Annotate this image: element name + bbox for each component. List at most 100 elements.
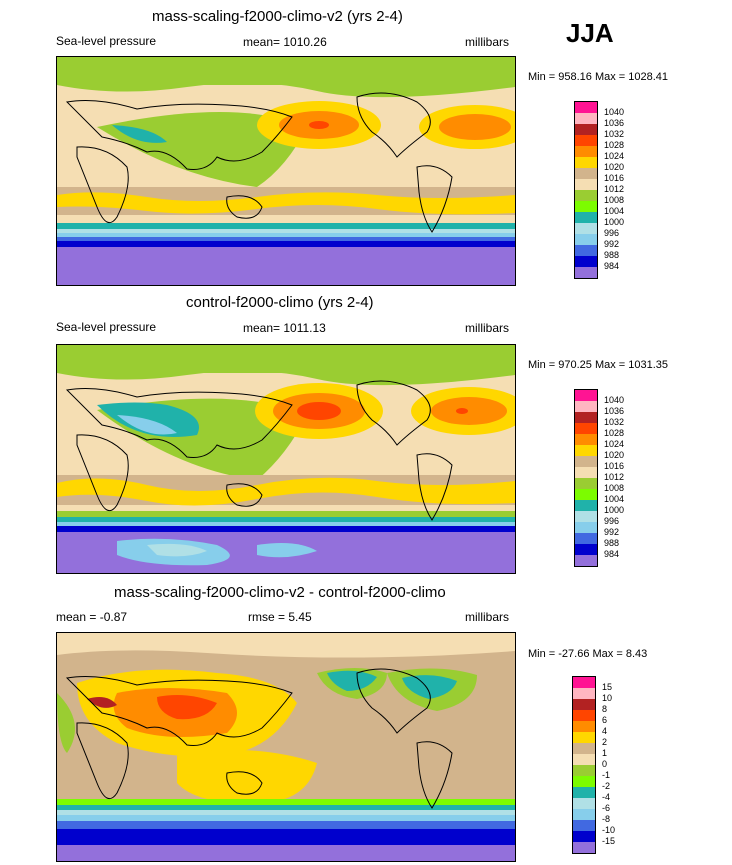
panel2-variable-label: Sea-level pressure — [56, 320, 157, 334]
colorbar-tick-label: -1 — [602, 770, 611, 780]
colorbar-swatch — [575, 522, 597, 533]
band-1004 — [57, 517, 515, 522]
band-984 — [57, 247, 515, 285]
colorbar-swatch — [575, 102, 597, 113]
colorbar-tick-label: 1000 — [604, 505, 625, 515]
panel2-minmax: Min = 970.25 Max = 1031.35 — [528, 359, 669, 371]
colorbar-tick-label: 1020 — [604, 162, 625, 172]
antarctic-blob-2 — [147, 543, 207, 557]
colorbar-swatch — [573, 831, 595, 842]
colorbar-swatch — [573, 776, 595, 787]
colorbar-tick-label: 1004 — [604, 206, 625, 216]
asia-low-inner — [117, 415, 177, 435]
colorbar-swatch — [575, 555, 597, 566]
colorbar-tick-label: -10 — [602, 825, 616, 835]
colorbar-swatch — [575, 212, 597, 223]
panel1-minmax: Min = 958.16 Max = 1028.41 — [528, 71, 669, 83]
panel1-title: mass-scaling-f2000-climo-v2 (yrs 2-4) — [152, 8, 403, 25]
colorbar-swatch — [575, 234, 597, 245]
colorbar-tick-label: 1036 — [604, 118, 625, 128]
continent-outlines — [65, 92, 453, 233]
panel1-variable-label: Sea-level pressure — [56, 34, 157, 48]
colorbar-tick-label: -4 — [602, 792, 611, 802]
colorbar-swatch — [573, 765, 595, 776]
colorbar-swatch — [575, 489, 597, 500]
atlantic-high-2 — [439, 114, 511, 140]
colorbar-swatch — [575, 423, 597, 434]
colorbar-swatch — [575, 445, 597, 456]
colorbar-tick-label: 984 — [604, 261, 620, 271]
colorbar-tick-label: 1040 — [604, 395, 625, 405]
colorbar-swatch — [575, 223, 597, 234]
continent-outlines — [65, 380, 453, 521]
band-996 — [57, 522, 515, 526]
southern-positive — [177, 749, 317, 804]
colorbar-swatch — [573, 787, 595, 798]
colorbar-tick-label: 1008 — [604, 483, 625, 493]
colorbar-tick-label: 1036 — [604, 406, 625, 416]
eurasia-positive-3 — [157, 695, 217, 720]
colorbar-tick-label: 1000 — [604, 217, 625, 227]
panel1-colorbar — [574, 101, 598, 279]
colorbar-tick-label: 1020 — [604, 450, 625, 460]
antarctic-blob-3 — [257, 543, 317, 558]
colorbar-swatch — [573, 721, 595, 732]
colorbar-swatch — [575, 533, 597, 544]
asia-low-core — [112, 125, 167, 143]
panel3-mean-label: mean = -0.87 — [56, 610, 128, 624]
colorbar-tick-label: 984 — [604, 549, 620, 559]
north-low-band — [57, 345, 515, 386]
colorbar-swatch — [573, 754, 595, 765]
colorbar-tick-label: -15 — [602, 836, 616, 846]
colorbar-swatch — [575, 190, 597, 201]
colorbar-tick-label: 1024 — [604, 151, 625, 161]
band-988 — [57, 526, 515, 532]
colorbar-swatch — [575, 113, 597, 124]
season-label: JJA — [566, 18, 614, 48]
band-neg-8 — [57, 815, 515, 821]
panel3-title: mass-scaling-f2000-climo-v2 - control-f2… — [114, 584, 446, 601]
colorbar-tick-label: 1016 — [604, 173, 625, 183]
colorbar-tick-label: 996 — [604, 516, 620, 526]
colorbar-swatch — [575, 135, 597, 146]
colorbar-tick-label: -8 — [602, 814, 611, 824]
colorbar-tick-label: 1 — [602, 748, 608, 758]
band-neg-2 — [57, 799, 515, 805]
colorbar-swatch — [573, 710, 595, 721]
colorbar-swatch — [575, 544, 597, 555]
colorbar-tick-label: 1032 — [604, 417, 625, 427]
band-996 — [57, 233, 515, 237]
colorbar-swatch — [575, 511, 597, 522]
colorbar-tick-label: 996 — [604, 228, 620, 238]
colorbar-swatch — [575, 146, 597, 157]
colorbar-swatch — [575, 456, 597, 467]
panel3-map — [56, 632, 516, 862]
colorbar-swatch — [573, 699, 595, 710]
colorbar-tick-label: 8 — [602, 704, 608, 714]
colorbar-swatch — [573, 809, 595, 820]
pacific-high-core — [297, 402, 341, 420]
colorbar-swatch — [575, 390, 597, 401]
colorbar-swatch — [575, 434, 597, 445]
colorbar-swatch — [575, 478, 597, 489]
panel1-map — [56, 56, 516, 286]
band-1000 — [57, 229, 515, 233]
colorbar-swatch — [573, 842, 595, 853]
band-992 — [57, 237, 515, 241]
panel2-mean-label: mean= 1011.13 — [243, 321, 326, 335]
panel3-colorbar — [572, 676, 596, 854]
colorbar-swatch — [575, 157, 597, 168]
subtropical-high-band — [57, 192, 515, 215]
colorbar-swatch — [573, 798, 595, 809]
pacific-negative-core — [327, 670, 377, 691]
panel1-mean-label: mean= 1010.26 — [243, 35, 327, 49]
continent-outlines — [65, 668, 453, 809]
colorbar-swatch — [575, 267, 597, 278]
band-1004 — [57, 223, 515, 229]
colorbar-swatch — [575, 412, 597, 423]
colorbar-tick-label: 1028 — [604, 140, 625, 150]
panel2-colorbar — [574, 389, 598, 567]
colorbar-tick-label: 988 — [604, 250, 620, 260]
panel2-units-label: millibars — [465, 321, 510, 335]
colorbar-tick-label: 4 — [602, 726, 608, 736]
